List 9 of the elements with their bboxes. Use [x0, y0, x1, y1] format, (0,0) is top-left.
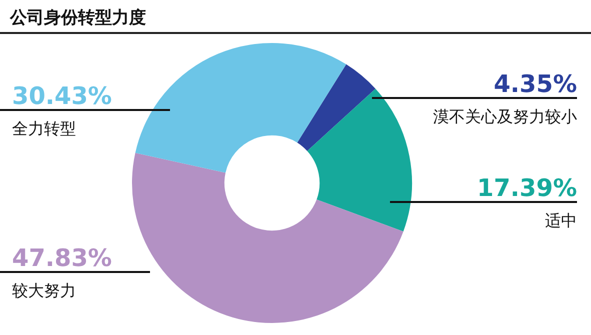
slice-label: 全力转型 — [12, 119, 76, 138]
slice-label: 适中 — [545, 211, 577, 230]
data-label: 17.39% — [477, 174, 577, 202]
data-label: 30.43% — [12, 82, 112, 110]
data-label: 4.35% — [494, 70, 577, 98]
slice-label: 漠不关心及努力较小 — [433, 107, 577, 126]
slice-label: 较大努力 — [12, 281, 76, 300]
data-label: 47.83% — [12, 244, 112, 272]
chart-title: 公司身份转型力度 — [10, 7, 146, 29]
